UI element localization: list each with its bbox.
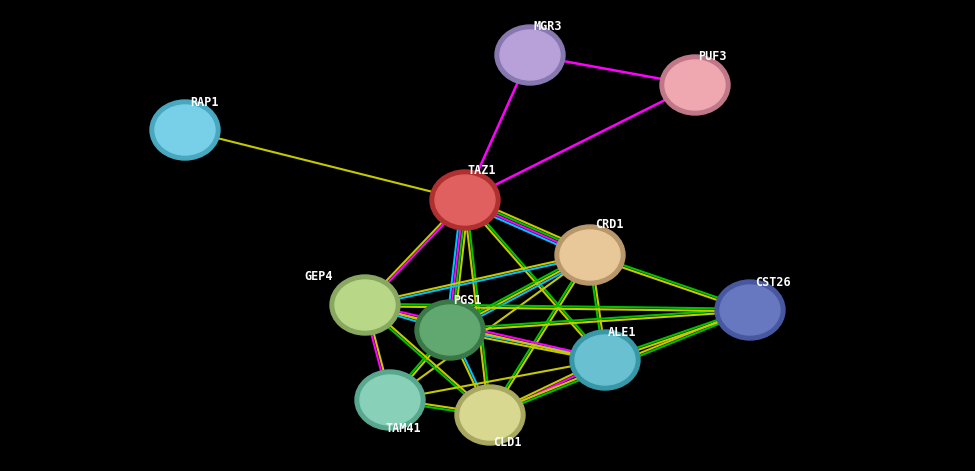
Text: CLD1: CLD1: [493, 437, 522, 449]
Ellipse shape: [715, 280, 785, 340]
Ellipse shape: [335, 280, 395, 330]
Text: PGS1: PGS1: [453, 293, 482, 307]
Ellipse shape: [555, 225, 625, 285]
Text: PUF3: PUF3: [698, 50, 726, 64]
Ellipse shape: [495, 25, 565, 85]
Ellipse shape: [330, 275, 400, 335]
Ellipse shape: [500, 30, 560, 80]
Ellipse shape: [560, 230, 620, 280]
Ellipse shape: [435, 175, 495, 225]
Ellipse shape: [360, 375, 420, 425]
Ellipse shape: [420, 305, 480, 355]
Ellipse shape: [575, 335, 635, 385]
Text: TAM41: TAM41: [385, 422, 420, 435]
Ellipse shape: [665, 60, 725, 110]
Ellipse shape: [355, 370, 425, 430]
Ellipse shape: [460, 390, 520, 440]
Text: GEP4: GEP4: [304, 270, 333, 284]
Ellipse shape: [155, 105, 215, 155]
Ellipse shape: [660, 55, 730, 115]
Text: CST26: CST26: [755, 276, 791, 289]
Ellipse shape: [720, 285, 780, 335]
Ellipse shape: [570, 330, 640, 390]
Text: CRD1: CRD1: [595, 219, 623, 232]
Ellipse shape: [455, 385, 525, 445]
Text: MGR3: MGR3: [533, 21, 562, 33]
Text: TAZ1: TAZ1: [468, 163, 496, 177]
Ellipse shape: [430, 170, 500, 230]
Text: ALE1: ALE1: [608, 325, 637, 339]
Ellipse shape: [150, 100, 220, 160]
Ellipse shape: [415, 300, 485, 360]
Text: RAP1: RAP1: [190, 96, 218, 108]
